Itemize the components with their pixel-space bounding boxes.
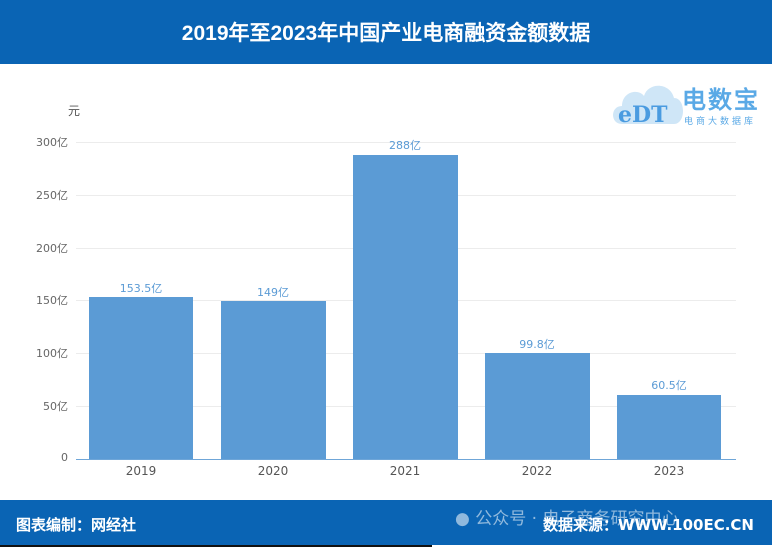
y-tick: 250亿 [36,189,68,202]
x-axis-line [76,459,736,460]
bar-2022 [485,353,590,459]
y-tick: 100亿 [36,347,68,360]
bar-2020 [221,301,326,459]
bar-2019 [89,297,193,459]
logo-brand: 电数宝 [682,86,760,114]
y-axis-unit: 元 [68,104,81,118]
gridline [76,142,736,143]
x-tick: 2022 [521,464,553,478]
bar-value-label: 149亿 [257,286,289,299]
bar-2021 [353,155,458,459]
svg-text:eDT: eDT [618,102,668,128]
logo-subtitle: 电商大数据库 [684,117,757,127]
chart-header: 2019年至2023年中国产业电商融资金额数据 [0,0,772,64]
bar-value-label: 153.5亿 [119,282,163,295]
data-source: 数据来源：WWW.100EC.CN [543,516,754,534]
watermark-text: 公众号 · 电子商务研究中心 [475,509,679,529]
x-tick: 2021 [389,464,421,478]
y-tick: 200亿 [36,242,68,255]
cloud-logo-icon: eDT [613,85,683,128]
x-tick: 2020 [257,464,289,478]
chart-footer: 图表编制：网经社 ● 公众号 · 电子商务研究中心 数据来源：WWW.100EC… [0,500,772,545]
y-tick: 0 [61,451,68,464]
chart-compiler: 图表编制：网经社 [16,516,137,534]
wechat-watermark: ● 公众号 · 电子商务研究中心 [455,504,678,529]
bar-value-label: 60.5亿 [651,379,687,392]
bar-value-label: 99.8亿 [519,338,555,351]
y-tick: 50亿 [43,400,68,413]
y-tick: 300亿 [36,136,68,149]
x-tick: 2019 [125,464,157,478]
bar-value-label: 288亿 [389,139,421,152]
y-tick: 150亿 [36,294,68,307]
wechat-icon: ● [455,509,470,529]
divider [0,545,432,547]
bar-2023 [617,395,721,459]
x-tick: 2023 [653,464,685,478]
edt-logo: eDT 电数宝 电商大数据库 [608,70,768,132]
chart-title: 2019年至2023年中国产业电商融资金额数据 [181,22,591,45]
